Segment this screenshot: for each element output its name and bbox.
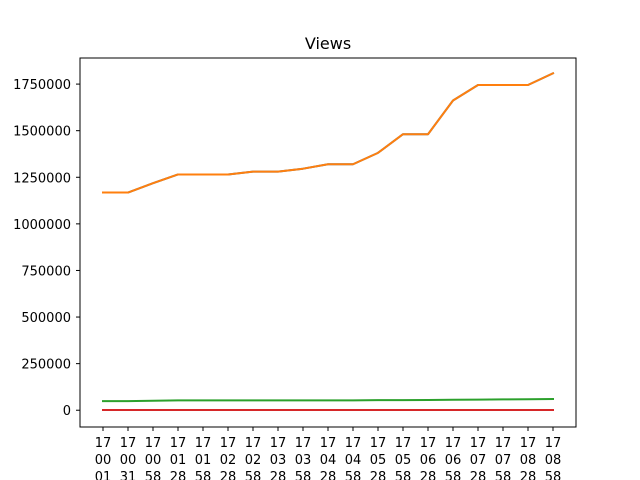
x-tick-label-line: 17 <box>345 436 362 451</box>
x-tick-label-line: 28 <box>170 470 187 480</box>
x-tick-label-line: 58 <box>195 470 212 480</box>
x-tick-label-line: 17 <box>295 436 312 451</box>
x-tick-label-line: 17 <box>545 436 562 451</box>
x-tick-label: 17 06 28 <box>420 436 437 480</box>
x-tick-label-line: 17 <box>445 436 462 451</box>
x-tick-label-line: 02 <box>220 453 237 468</box>
y-axis: 0 250000 500000 750000 1000000 1250000 1500000… <box>13 78 80 419</box>
y-tick-label: 0 <box>63 404 71 419</box>
x-tick-label: 17 02 58 <box>245 436 262 480</box>
x-tick-label-line: 06 <box>445 453 462 468</box>
x-tick-label-line: 01 <box>195 453 212 468</box>
x-tick-label-line: 04 <box>345 453 362 468</box>
x-tick-label-line: 04 <box>320 453 337 468</box>
x-tick-label-line: 17 <box>195 436 212 451</box>
x-tick-label: 17 00 58 <box>145 436 162 480</box>
x-tick-label-line: 07 <box>495 453 512 468</box>
x-tick-label: 17 00 01 <box>95 436 112 480</box>
x-tick-label-line: 58 <box>345 470 362 480</box>
x-tick-label-line: 58 <box>145 470 162 480</box>
y-tick-label: 750000 <box>21 264 71 279</box>
y-tick-label: 1750000 <box>13 78 71 93</box>
series-line-1 <box>102 71 555 194</box>
y-tick-label: 250000 <box>21 358 71 373</box>
x-tick-label: 17 01 58 <box>195 436 212 480</box>
x-tick-label-line: 28 <box>520 470 537 480</box>
x-tick-label-line: 00 <box>120 453 137 468</box>
x-tick-label-line: 58 <box>295 470 312 480</box>
x-tick-label-line: 17 <box>520 436 537 451</box>
x-tick-label-line: 06 <box>420 453 437 468</box>
x-tick-label-line: 17 <box>320 436 337 451</box>
x-tick-label: 17 00 31 <box>120 436 137 480</box>
x-tick-label-line: 03 <box>295 453 312 468</box>
x-tick-label: 17 08 28 <box>520 436 537 480</box>
x-tick-label-line: 05 <box>370 453 387 468</box>
chart-title: Views <box>305 34 351 53</box>
x-tick-label-line: 17 <box>145 436 162 451</box>
x-tick-label-line: 58 <box>545 470 562 480</box>
y-tick-label: 1250000 <box>13 171 71 186</box>
x-tick-label-line: 17 <box>420 436 437 451</box>
x-tick-label-line: 17 <box>245 436 262 451</box>
x-tick-label-line: 08 <box>545 453 562 468</box>
x-tick-label-line: 17 <box>495 436 512 451</box>
x-tick-label-line: 31 <box>120 470 137 480</box>
x-tick-label-line: 28 <box>220 470 237 480</box>
y-tick-label: 500000 <box>21 311 71 326</box>
x-tick-label-line: 58 <box>445 470 462 480</box>
x-tick-label-line: 17 <box>170 436 187 451</box>
x-tick-label-line: 28 <box>470 470 487 480</box>
x-tick-label-line: 28 <box>270 470 287 480</box>
x-tick-label: 17 03 58 <box>295 436 312 480</box>
x-tick-label-line: 03 <box>270 453 287 468</box>
x-tick-label: 17 01 28 <box>170 436 187 480</box>
series-layer <box>102 71 555 412</box>
x-tick-label: 17 05 28 <box>370 436 387 480</box>
x-tick-label-line: 17 <box>370 436 387 451</box>
x-tick-label-line: 01 <box>170 453 187 468</box>
x-tick-label: 17 07 28 <box>470 436 487 480</box>
x-tick-label-line: 58 <box>395 470 412 480</box>
x-tick-label-line: 28 <box>320 470 337 480</box>
x-tick-label-line: 17 <box>270 436 287 451</box>
x-tick-label-line: 28 <box>370 470 387 480</box>
x-tick-label: 17 02 28 <box>220 436 237 480</box>
x-tick-label-line: 00 <box>95 453 112 468</box>
x-tick-label: 17 07 58 <box>495 436 512 480</box>
x-tick-label-line: 01 <box>95 470 112 480</box>
x-tick-label-line: 17 <box>395 436 412 451</box>
series-line-3 <box>102 398 555 403</box>
x-tick-label-line: 58 <box>495 470 512 480</box>
x-tick-label: 17 08 58 <box>545 436 562 480</box>
x-tick-label: 17 06 58 <box>445 436 462 480</box>
x-tick-label: 17 05 58 <box>395 436 412 480</box>
y-tick-label: 1500000 <box>13 125 71 140</box>
x-tick-label-line: 17 <box>95 436 112 451</box>
x-axis: 17 00 01 17 00 31 17 00 58 17 01 28 17 01 58 17 02 28 17 02… <box>95 427 562 480</box>
x-tick-label-line: 00 <box>145 453 162 468</box>
x-tick-label: 17 04 58 <box>345 436 362 480</box>
plot-frame <box>79 57 577 428</box>
x-tick-label-line: 28 <box>420 470 437 480</box>
x-tick-label-line: 17 <box>470 436 487 451</box>
x-tick-label: 17 03 28 <box>270 436 287 480</box>
x-tick-label-line: 07 <box>470 453 487 468</box>
x-tick-label-line: 17 <box>220 436 237 451</box>
x-tick-label-line: 58 <box>245 470 262 480</box>
series-line-2 <box>102 71 555 194</box>
x-tick-label-line: 02 <box>245 453 262 468</box>
x-tick-label-line: 05 <box>395 453 412 468</box>
x-tick-label-line: 08 <box>520 453 537 468</box>
y-tick-label: 1000000 <box>13 218 71 233</box>
x-tick-label: 17 04 28 <box>320 436 337 480</box>
x-tick-label-line: 17 <box>120 436 137 451</box>
